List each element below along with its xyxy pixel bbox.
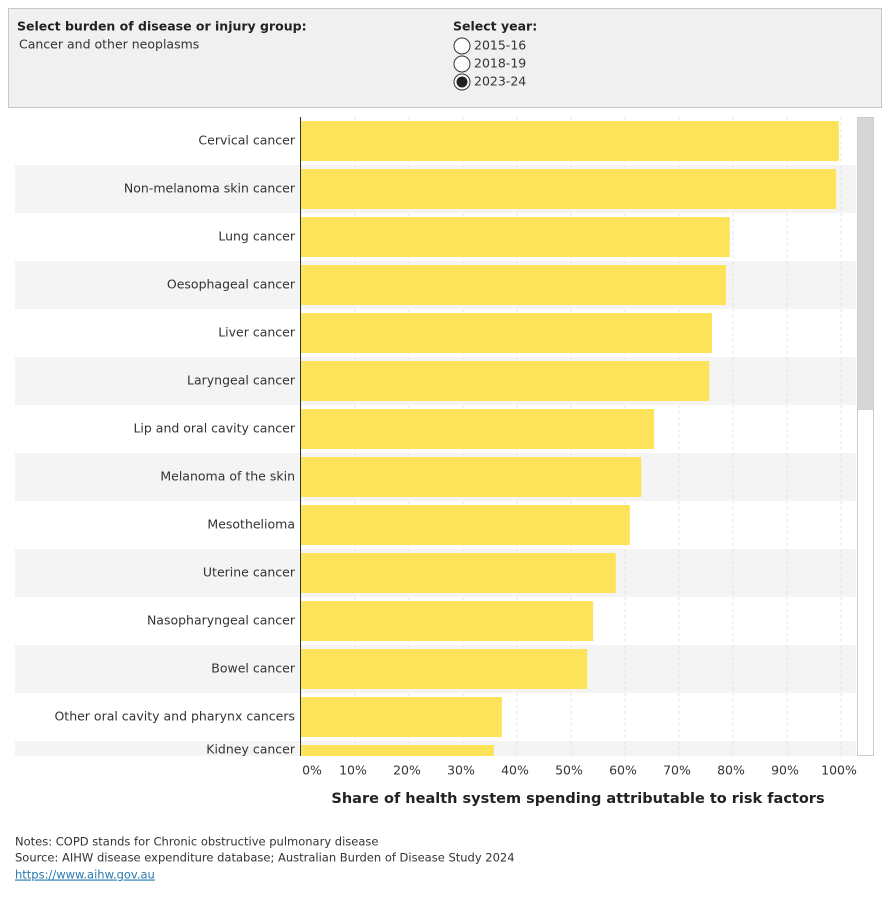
x-axis-title: Share of health system spending attribut… [331, 791, 824, 807]
x-tick-label: 100% [821, 763, 857, 778]
source-link[interactable]: https://www.aihw.gov.au [15, 868, 155, 882]
bar [301, 601, 594, 641]
x-tick-label: 90% [771, 763, 799, 778]
filter-value[interactable]: Cancer and other neoplasms [19, 37, 199, 52]
x-tick-label: 10% [339, 763, 367, 778]
radio-button[interactable] [453, 55, 471, 73]
bar [301, 361, 710, 401]
y-tick-label: Melanoma of the skin [160, 469, 295, 484]
scrollbar-thumb[interactable] [858, 118, 873, 410]
radio-button[interactable] [453, 37, 471, 55]
bar [301, 697, 502, 737]
y-tick-label: Oesophageal cancer [167, 277, 296, 292]
y-tick-label: Mesothelioma [207, 517, 295, 532]
y-tick-label: Cervical cancer [198, 133, 295, 148]
x-tick-label: 70% [663, 763, 691, 778]
filter-label: Select burden of disease or injury group… [17, 19, 307, 34]
y-tick-label: Nasopharyngeal cancer [147, 613, 296, 628]
bar [301, 505, 630, 545]
note: Notes: COPD stands for Chronic obstructi… [15, 835, 378, 849]
y-tick-label: Lung cancer [218, 229, 296, 244]
radio-label[interactable]: 2015-16 [474, 38, 526, 53]
bar [301, 313, 712, 353]
x-tick-label: 40% [501, 763, 529, 778]
x-tick-label: 80% [717, 763, 745, 778]
radio-label[interactable]: 2023-24 [474, 74, 526, 89]
x-tick-label: 0% [302, 763, 322, 778]
y-tick-label: Other oral cavity and pharynx cancers [54, 709, 295, 724]
bar [301, 745, 494, 756]
bar [301, 553, 616, 593]
radio-label[interactable]: 2018-19 [474, 56, 526, 71]
filter-label: Select year: [453, 19, 537, 34]
y-tick-label: Lip and oral cavity cancer [133, 421, 295, 436]
y-tick-label: Liver cancer [218, 325, 296, 340]
radio-dot[interactable] [456, 76, 468, 88]
bar [301, 217, 730, 257]
bar [301, 169, 837, 209]
y-tick-label: Uterine cancer [203, 565, 296, 580]
x-tick-label: 20% [393, 763, 421, 778]
bar [301, 265, 726, 305]
y-tick-label: Non-melanoma skin cancer [124, 181, 296, 196]
x-tick-label: 60% [609, 763, 637, 778]
bar [301, 121, 839, 161]
x-tick-label: 50% [555, 763, 583, 778]
bar [301, 457, 642, 497]
x-tick-label: 30% [447, 763, 475, 778]
note: Source: AIHW disease expenditure databas… [15, 851, 515, 865]
filter-panel [8, 8, 882, 108]
bar [301, 409, 655, 449]
bar [301, 649, 588, 689]
y-tick-label: Kidney cancer [206, 742, 296, 757]
y-tick-label: Bowel cancer [211, 661, 296, 676]
y-tick-label: Laryngeal cancer [187, 373, 296, 388]
